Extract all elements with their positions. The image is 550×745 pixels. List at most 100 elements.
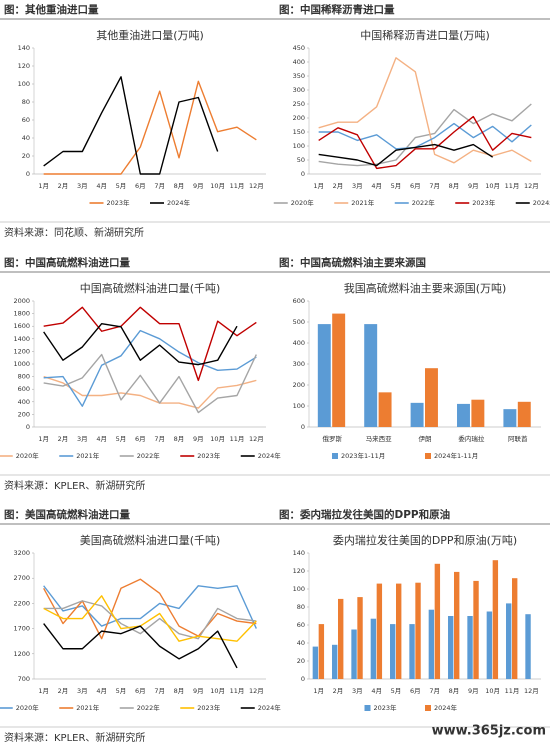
- x-tick-label: 8月: [174, 182, 185, 190]
- x-tick-label: 10月: [210, 687, 225, 695]
- bar: [434, 563, 441, 679]
- y-tick-label: 500: [293, 318, 305, 326]
- legend-label: 2024年1-11月: [434, 451, 478, 460]
- y-tick-label: 60: [22, 116, 30, 124]
- bar: [357, 597, 363, 679]
- bar: [506, 603, 512, 679]
- panel-heading: 图：中国高硫燃料油主要来源国: [279, 256, 426, 269]
- series-line: [43, 322, 238, 366]
- legend-label: 2021年: [351, 198, 375, 207]
- series-line: [318, 122, 532, 150]
- bar: [486, 611, 493, 679]
- y-tick-label: 140: [18, 44, 30, 52]
- legend-label: 2022年: [137, 451, 161, 460]
- x-tick-label: 2月: [333, 182, 344, 190]
- x-tick-label: 1月: [313, 182, 324, 190]
- y-tick-label: 1600: [13, 322, 30, 330]
- y-tick-label: 0: [301, 423, 305, 431]
- legend-label: 2023年: [107, 198, 131, 207]
- legend-label: 2023年: [197, 703, 221, 712]
- y-tick-label: 1400: [13, 335, 30, 343]
- chart-title: 美国高硫燃料油进口量(千吨): [80, 533, 221, 547]
- x-tick-label: 4月: [96, 435, 107, 443]
- bar: [378, 392, 392, 427]
- bar: [409, 624, 415, 679]
- y-tick-label: 80: [22, 98, 30, 106]
- x-tick-label: 11月: [505, 182, 520, 190]
- x-tick-label: 9月: [468, 182, 479, 190]
- series-line: [43, 595, 257, 642]
- legend-swatch: [425, 705, 431, 711]
- x-tick-label: 6月: [410, 182, 421, 190]
- legend-swatch: [364, 705, 371, 711]
- x-tick-label: 4月: [371, 687, 382, 695]
- x-tick-label: 6月: [135, 182, 146, 190]
- y-tick-label: 3200: [13, 549, 30, 557]
- x-tick-label: 3月: [77, 687, 88, 695]
- x-tick-label: 6月: [135, 687, 146, 695]
- x-tick-label: 9月: [468, 687, 479, 695]
- bar: [471, 399, 485, 427]
- bar: [370, 618, 377, 679]
- x-tick-label: 9月: [193, 687, 204, 695]
- x-tick-label: 11月: [230, 182, 245, 190]
- chart-title: 中国稀释沥青进口量(万吨): [360, 29, 490, 42]
- series-line: [318, 57, 532, 164]
- x-tick-label: 5月: [391, 182, 402, 190]
- x-tick-label: 1月: [313, 687, 324, 695]
- series-line: [43, 375, 257, 409]
- x-tick-label: 俄罗斯: [322, 434, 342, 443]
- series-line: [43, 600, 257, 640]
- legend-label: 2024年: [434, 703, 458, 712]
- x-tick-label: 9月: [193, 182, 204, 190]
- x-tick-label: 8月: [449, 687, 460, 695]
- y-tick-label: 2200: [13, 599, 30, 607]
- y-tick-label: 450: [293, 44, 305, 52]
- y-tick-label: 120: [18, 62, 30, 70]
- y-tick-label: 1200: [13, 650, 30, 658]
- y-tick-label: 200: [293, 381, 305, 389]
- panel-heading: 图：中国高硫燃料油进口量: [4, 256, 130, 269]
- source: 资料来源：KPLER、新湖研究所: [4, 731, 145, 744]
- y-tick-label: 2700: [13, 574, 30, 582]
- legend-label: 2022年: [137, 703, 161, 712]
- legend-label: 2022年: [412, 198, 436, 207]
- y-tick-label: 100: [18, 80, 30, 88]
- x-tick-label: 4月: [96, 182, 107, 190]
- watermark: www.365jz.com: [432, 724, 546, 739]
- chart-title: 委内瑞拉发往美国的DPP和原油(万吨): [333, 533, 517, 547]
- legend-label: 2023年: [197, 451, 221, 460]
- x-tick-label: 11月: [505, 687, 520, 695]
- y-tick-label: 20: [22, 152, 30, 160]
- bar: [517, 401, 531, 427]
- bar: [473, 580, 479, 679]
- y-tick-label: 100: [293, 142, 305, 150]
- bar: [317, 324, 331, 427]
- y-tick-label: 20: [297, 657, 305, 665]
- y-tick-label: 200: [18, 410, 30, 418]
- y-tick-label: 100: [293, 585, 305, 593]
- bar: [525, 614, 531, 679]
- y-tick-label: 700: [18, 675, 30, 683]
- panel-heading: 图：中国稀释沥青进口量: [279, 3, 395, 16]
- bar: [376, 583, 383, 679]
- bar: [410, 402, 424, 427]
- series-line: [43, 329, 257, 407]
- y-tick-label: 1800: [13, 310, 30, 318]
- bar: [503, 409, 517, 427]
- legend-label: 2020年: [16, 451, 40, 460]
- y-tick-label: 600: [293, 297, 305, 305]
- x-tick-label: 1月: [38, 687, 49, 695]
- series-line: [43, 306, 257, 382]
- bar: [338, 598, 344, 679]
- x-tick-label: 12月: [249, 687, 264, 695]
- legend-label: 2024年: [258, 703, 282, 712]
- x-tick-label: 1月: [38, 182, 49, 190]
- y-tick-label: 2000: [13, 297, 30, 305]
- panel-heading: 图：委内瑞拉发往美国的DPP和原油: [279, 508, 450, 521]
- legend-label: 2023年: [374, 703, 398, 712]
- x-tick-label: 3月: [77, 435, 88, 443]
- x-tick-label: 7月: [429, 182, 440, 190]
- x-tick-label: 10月: [485, 182, 500, 190]
- x-tick-label: 2月: [333, 687, 344, 695]
